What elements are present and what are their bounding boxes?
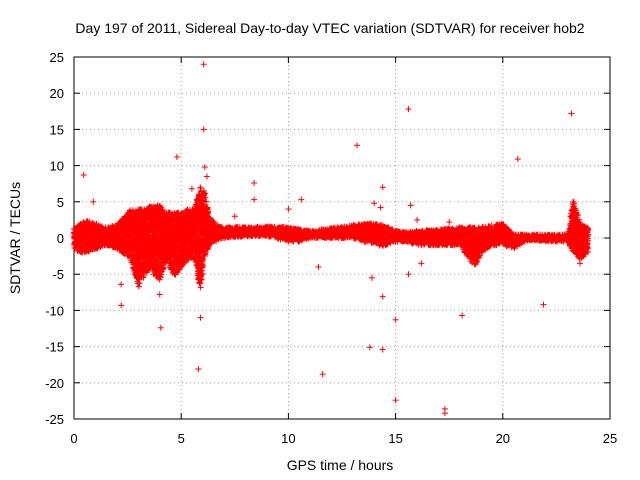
y-tick-label: 0 [57, 231, 64, 246]
y-tick-label: 10 [50, 159, 64, 174]
chart-title: Day 197 of 2011, Sidereal Day-to-day VTE… [75, 20, 584, 36]
y-tick-label: -15 [45, 340, 64, 355]
data-point [197, 184, 204, 191]
data-points [70, 61, 592, 417]
y-tick-label: -10 [45, 303, 64, 318]
y-tick-label: 15 [50, 122, 64, 137]
y-tick-label: 25 [50, 50, 64, 65]
x-tick-label: 25 [603, 431, 617, 446]
x-tick-label: 5 [178, 431, 185, 446]
y-tick-label: -20 [45, 376, 64, 391]
y-tick-label: 5 [57, 195, 64, 210]
y-tick-label: 20 [50, 86, 64, 101]
data-point [197, 284, 204, 291]
y-tick-label: -5 [52, 267, 64, 282]
x-tick-label: 15 [388, 431, 402, 446]
y-tick-label: -25 [45, 412, 64, 427]
x-tick-label: 10 [281, 431, 295, 446]
data-point [135, 283, 142, 290]
x-tick-label: 0 [70, 431, 77, 446]
axis-ticks: 0 5 10 15 20 25 -25 -20 -15 -10 -5 0 5 10 15 20 25 [45, 50, 617, 446]
x-tick-label: 20 [496, 431, 510, 446]
data-point [98, 223, 105, 230]
